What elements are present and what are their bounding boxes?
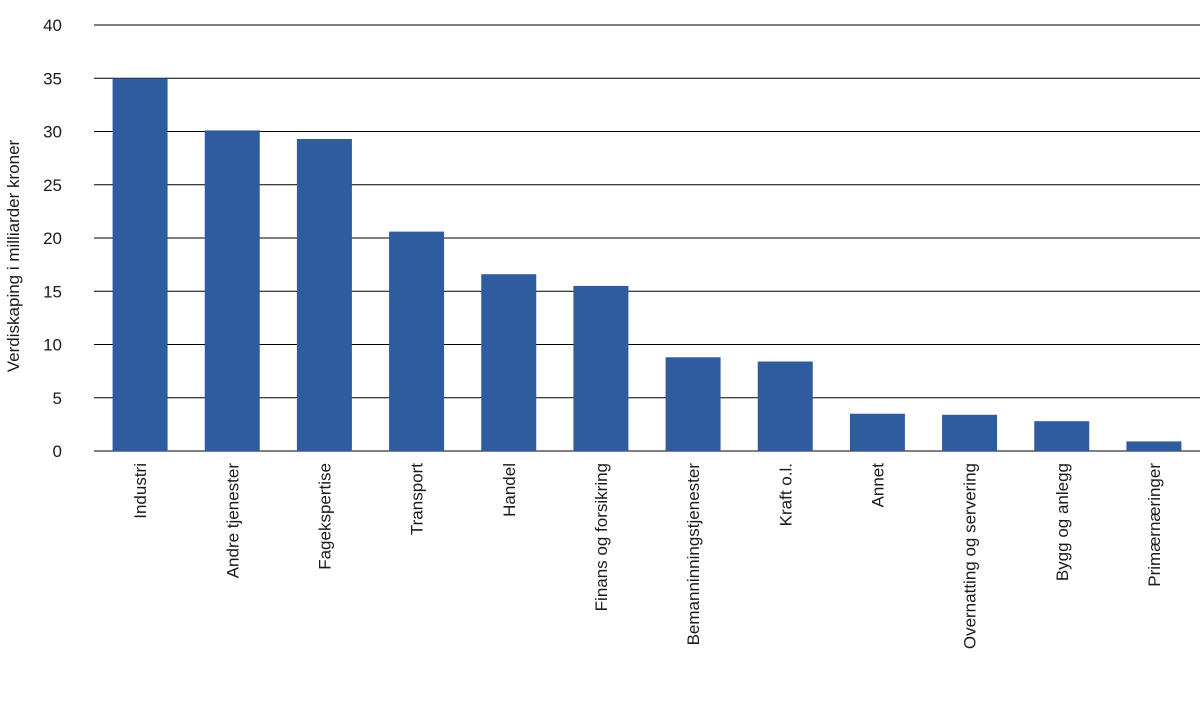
x-tick-label: Industri — [131, 463, 150, 519]
y-tick-label: 30 — [43, 123, 62, 142]
bar — [757, 361, 813, 451]
bar — [665, 357, 721, 451]
y-tick-label: 0 — [53, 442, 62, 461]
x-tick-label: Andre tjenester — [223, 463, 242, 579]
y-tick-label: 35 — [43, 69, 62, 88]
x-axis-ticks: Industri Andre tjenester Fagekspertise Tran… — [131, 463, 1164, 649]
x-tick-label: Bygg og anlegg — [1053, 463, 1072, 581]
x-tick-label: Handel — [500, 463, 519, 517]
x-tick-label: Annet — [868, 463, 887, 508]
bars — [112, 78, 1182, 451]
bar — [849, 413, 905, 451]
bar — [112, 78, 168, 451]
y-tick-label: 40 — [43, 16, 62, 35]
bar — [481, 274, 537, 451]
y-axis-title: Verdiskaping i milliarder kroner — [4, 139, 23, 372]
bar — [1034, 421, 1090, 451]
x-tick-label: Finans og forsikring — [592, 463, 611, 611]
x-tick-label: Overnatting og servering — [961, 463, 980, 649]
y-tick-label: 5 — [53, 389, 62, 408]
x-tick-label: Primærnæringer — [1145, 463, 1164, 587]
y-tick-label: 25 — [43, 176, 62, 195]
y-tick-label: 15 — [43, 282, 62, 301]
bar — [296, 138, 352, 451]
bar — [573, 285, 629, 451]
bar — [1126, 441, 1182, 451]
bar — [389, 231, 445, 451]
y-tick-label: 10 — [43, 336, 62, 355]
y-tick-label: 20 — [43, 229, 62, 248]
x-tick-label: Transport — [408, 463, 427, 535]
x-tick-label: Kraft o.l. — [776, 463, 795, 526]
x-tick-label: Fagekspertise — [315, 463, 334, 570]
y-axis-ticks: 0 5 10 15 20 25 30 35 40 — [43, 16, 62, 461]
bar — [942, 414, 998, 451]
bar — [204, 130, 260, 451]
gridlines — [94, 24, 1200, 452]
x-tick-label: Bemanninningstjenester — [684, 463, 703, 646]
